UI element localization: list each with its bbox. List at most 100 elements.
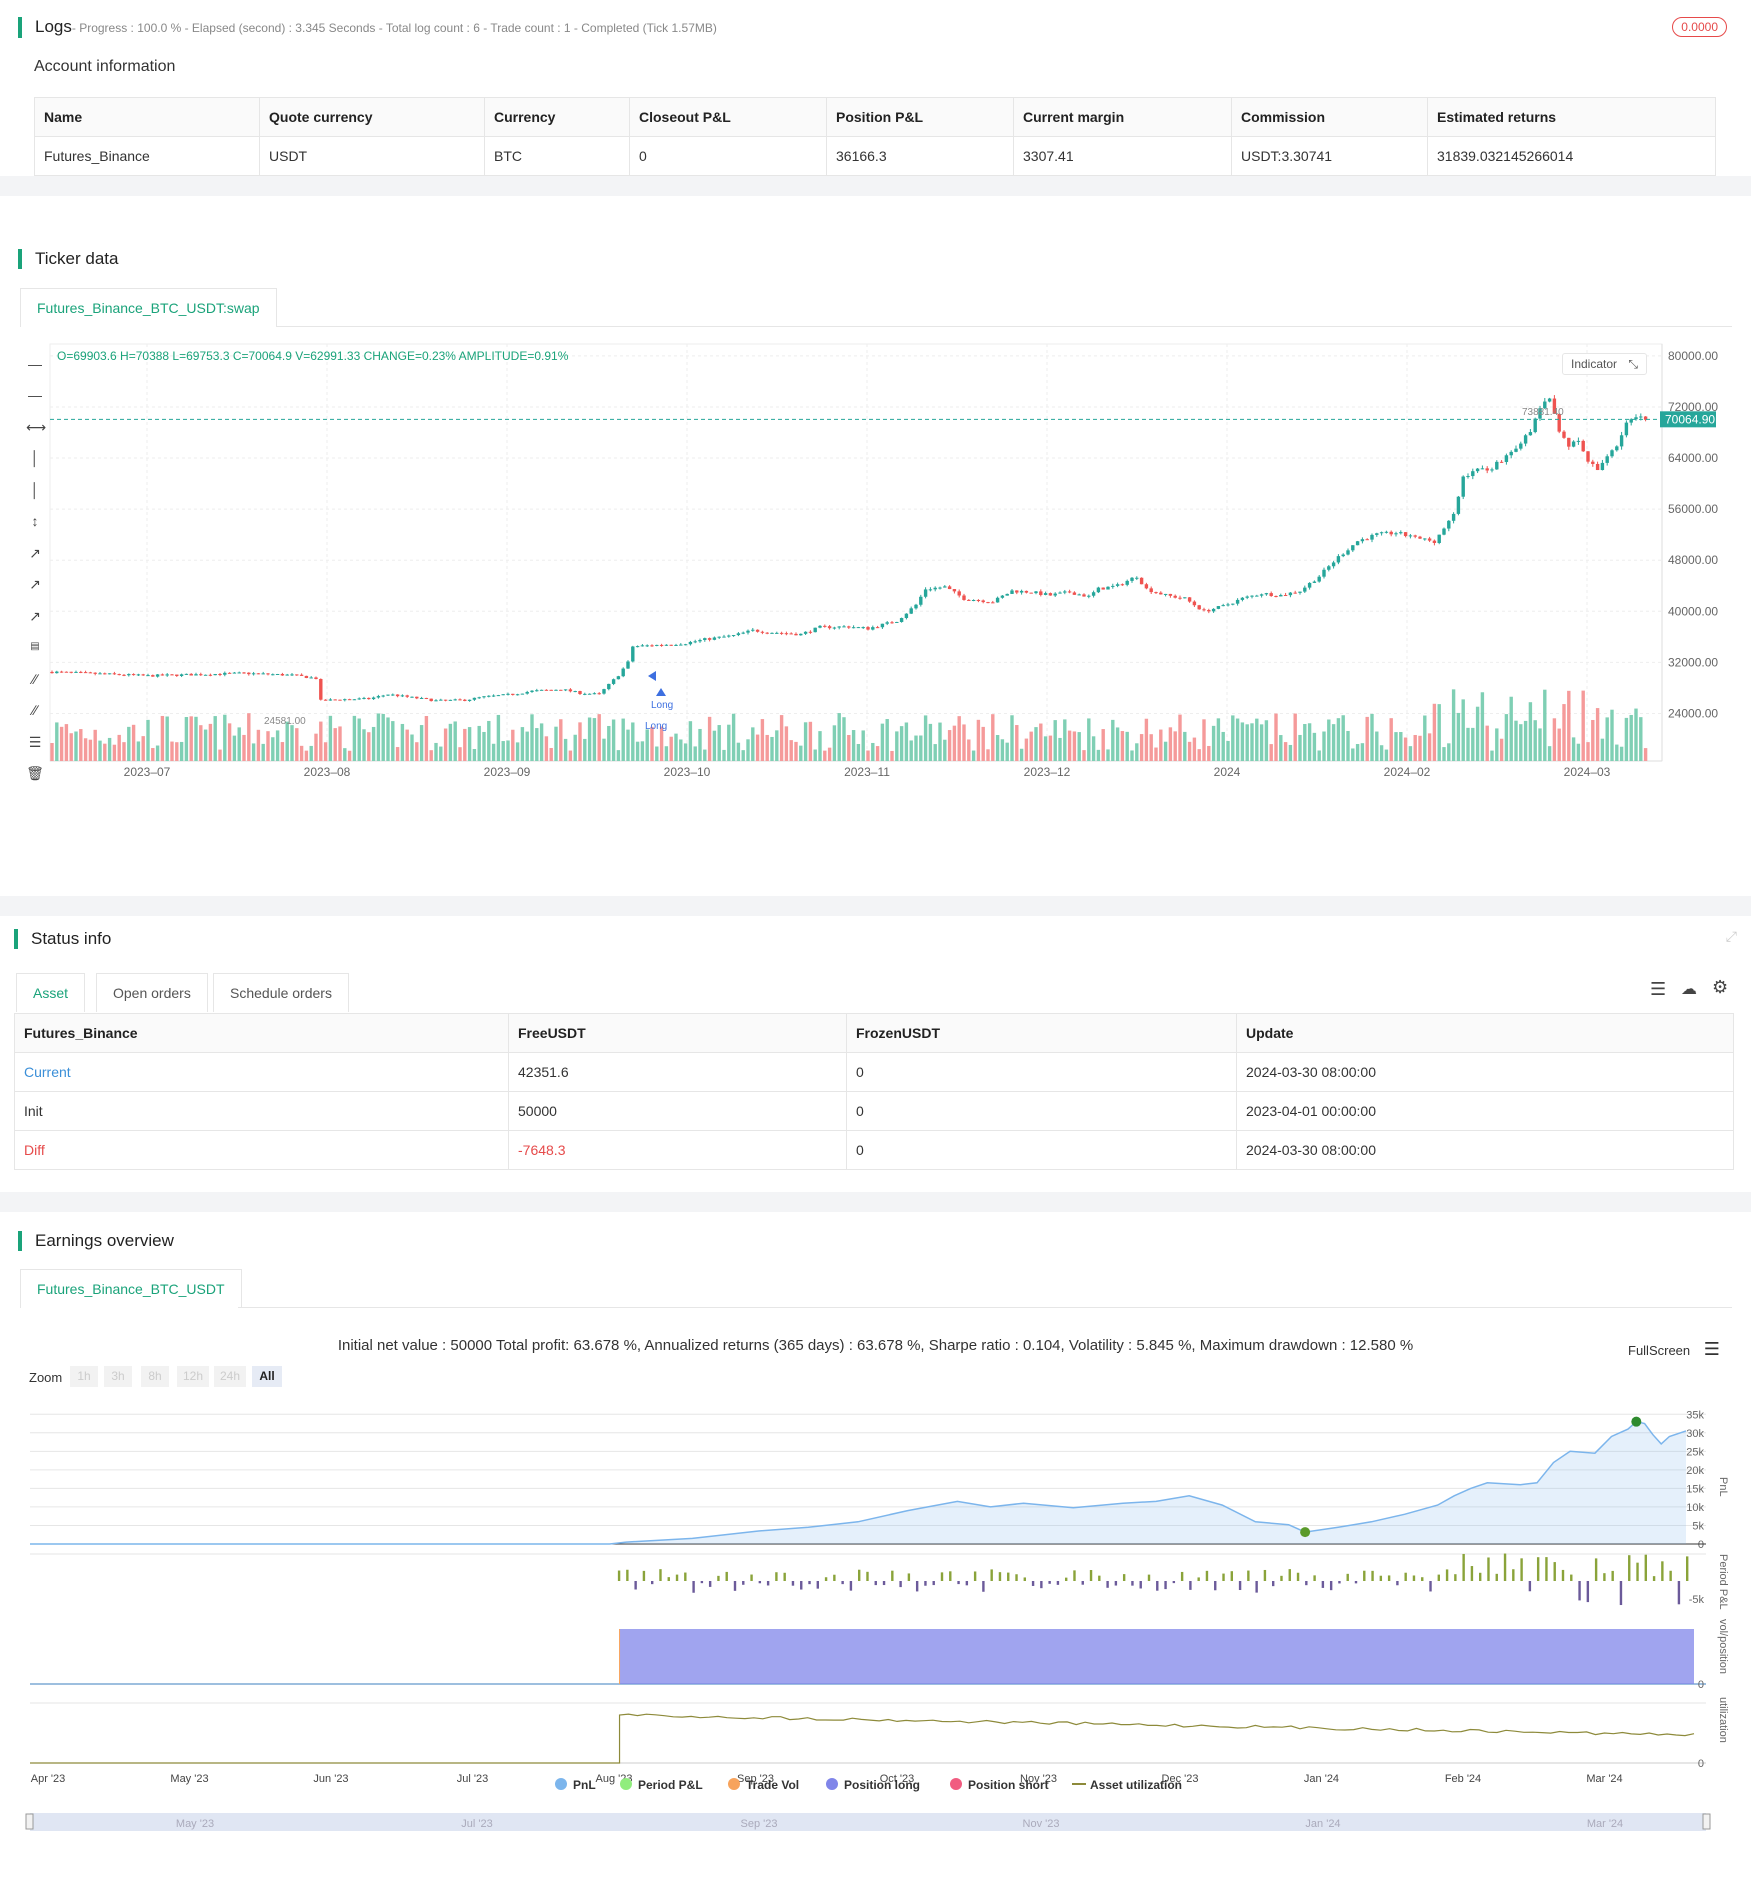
tab-asset[interactable]: Asset bbox=[16, 973, 86, 1012]
expand-icon[interactable]: ⤡ bbox=[1628, 357, 1638, 371]
menu-icon[interactable]: ☰ bbox=[1703, 1339, 1720, 1359]
fullscreen-button[interactable]: FullScreen ☰ bbox=[1628, 1339, 1720, 1360]
candle-body bbox=[1187, 597, 1192, 602]
legend-item[interactable]: PnL bbox=[555, 1778, 596, 1792]
list-icon[interactable]: ☰ bbox=[1650, 979, 1667, 999]
legend-item[interactable]: Position short bbox=[950, 1778, 1049, 1792]
indicator-button[interactable]: Indicator ⤡ bbox=[1562, 353, 1647, 375]
period-bar bbox=[982, 1581, 985, 1592]
navigator-handle-left[interactable] bbox=[25, 1813, 34, 1830]
legend-item[interactable]: Trade Vol bbox=[728, 1778, 799, 1792]
period-bar bbox=[1180, 1571, 1184, 1581]
period-bar bbox=[1015, 1574, 1018, 1581]
volume-bar bbox=[1639, 717, 1643, 761]
candle-body bbox=[880, 623, 885, 628]
candle-body bbox=[587, 693, 592, 695]
candle-body bbox=[1370, 534, 1374, 540]
candle-body bbox=[722, 636, 726, 638]
period-bar bbox=[1561, 1569, 1565, 1581]
candle-body bbox=[1264, 593, 1269, 595]
price-label-icon[interactable]: ▤ bbox=[30, 641, 40, 652]
zoom-12h-button[interactable]: 12h bbox=[177, 1366, 209, 1387]
candle-body bbox=[463, 699, 467, 701]
vertical-ray-icon[interactable]: │ bbox=[30, 450, 40, 466]
trend-line-icon[interactable]: ↗ bbox=[29, 576, 41, 592]
candle-body bbox=[1274, 596, 1278, 598]
candle-body bbox=[631, 646, 635, 662]
settings-icon[interactable]: ⚙ bbox=[1712, 977, 1729, 997]
volume-bar bbox=[482, 731, 486, 761]
volume-bar bbox=[904, 722, 909, 761]
period-bar bbox=[891, 1570, 894, 1581]
parallel-channel-icon[interactable]: ∕∕ bbox=[32, 671, 38, 687]
candle-body bbox=[367, 697, 371, 700]
legend-item[interactable]: Position long bbox=[826, 1778, 920, 1792]
period-bar bbox=[1528, 1581, 1532, 1592]
zoom-all-button[interactable]: All bbox=[252, 1366, 282, 1387]
candle-body bbox=[1643, 416, 1648, 420]
tab-earnings-symbol[interactable]: Futures_Binance_BTC_USDT bbox=[20, 1269, 242, 1308]
pane-label: Period P&L bbox=[1717, 1554, 1729, 1610]
trend-ray-icon[interactable]: ↗ bbox=[29, 545, 41, 561]
navigator-handle-right[interactable] bbox=[1702, 1813, 1711, 1830]
tab-schedule-orders[interactable]: Schedule orders bbox=[213, 973, 349, 1012]
tab-ticker-symbol[interactable]: Futures_Binance_BTC_USDT:swap bbox=[20, 288, 277, 327]
candle-body bbox=[1432, 540, 1437, 543]
candle-body bbox=[1144, 584, 1149, 589]
zoom-24h-button[interactable]: 24h bbox=[214, 1366, 246, 1387]
candle-body bbox=[991, 602, 995, 604]
collapse-icon[interactable]: ⤢ bbox=[1725, 928, 1737, 944]
zoom-1h-button[interactable]: 1h bbox=[70, 1366, 98, 1387]
candle-body bbox=[1365, 539, 1369, 541]
volume-bar bbox=[395, 747, 400, 761]
period-bar bbox=[1081, 1581, 1084, 1585]
zoom-label: Zoom bbox=[29, 1370, 63, 1385]
horizontal-line-icon[interactable]: — bbox=[28, 387, 42, 403]
x-tick-label: 2024–02 bbox=[1384, 765, 1431, 779]
volume-bar bbox=[127, 726, 131, 761]
candle-body bbox=[1293, 592, 1297, 594]
trash-icon[interactable]: 🗑 bbox=[26, 765, 44, 781]
candle-body bbox=[319, 679, 323, 700]
volume-bar bbox=[703, 749, 707, 761]
vertical-segment-icon[interactable]: ↕ bbox=[31, 513, 39, 529]
cloud-download-icon[interactable]: ☁ bbox=[1681, 981, 1697, 998]
volume-bar bbox=[770, 736, 774, 761]
candle-body bbox=[1216, 606, 1221, 609]
volume-bar bbox=[1274, 713, 1278, 761]
fib-lines-icon[interactable]: ∕∕ bbox=[32, 702, 38, 718]
legend-item[interactable]: Period P&L bbox=[620, 1778, 703, 1792]
candle-body bbox=[295, 674, 299, 676]
period-bar bbox=[1652, 1576, 1656, 1581]
period-bar bbox=[1445, 1569, 1449, 1581]
fib-retracement-icon[interactable]: ☰ bbox=[28, 734, 42, 750]
volume-bar bbox=[525, 731, 529, 761]
period-bar bbox=[717, 1575, 720, 1581]
volume-bar bbox=[583, 738, 587, 761]
legend-item[interactable]: Asset utilization bbox=[1072, 1778, 1182, 1792]
candle-body bbox=[823, 625, 827, 627]
navigator-range[interactable] bbox=[30, 1813, 1706, 1831]
candle-body bbox=[1000, 595, 1005, 598]
candle-body bbox=[410, 696, 414, 698]
asset-col: Futures_Binance bbox=[14, 1013, 509, 1053]
earnings-chart[interactable]: 35k 30k 25k 20k 15k 10k 5k 0 PnL -5k Period P&L 0 vo… bbox=[0, 1397, 1751, 1857]
horizontal-ray-icon[interactable]: — bbox=[28, 356, 42, 372]
volume-bar bbox=[146, 719, 150, 761]
zoom-8h-button[interactable]: 8h bbox=[141, 1366, 169, 1387]
volume-bar bbox=[1490, 750, 1494, 761]
candle-body bbox=[467, 699, 472, 701]
trend-segment-icon[interactable]: ↗ bbox=[29, 608, 41, 624]
period-bar bbox=[1379, 1575, 1383, 1581]
candle-body bbox=[1063, 591, 1067, 593]
horizontal-segment-icon[interactable]: ⟷ bbox=[26, 419, 47, 435]
account-col: Commission bbox=[1231, 97, 1428, 137]
y-tick-label: 40000.00 bbox=[1668, 604, 1718, 618]
candlestick-chart[interactable]: 80000.00 72000.00 64000.00 56000.00 48000.00… bbox=[0, 336, 1751, 806]
table-row: Current 42351.6 0 2024-03-30 08:00:00 bbox=[14, 1052, 1734, 1092]
volume-bar bbox=[1024, 738, 1029, 761]
x-tick-label: 2023–11 bbox=[844, 765, 890, 779]
tab-open-orders[interactable]: Open orders bbox=[96, 973, 208, 1012]
zoom-3h-button[interactable]: 3h bbox=[104, 1366, 132, 1387]
vertical-line-icon[interactable]: │ bbox=[30, 482, 40, 498]
